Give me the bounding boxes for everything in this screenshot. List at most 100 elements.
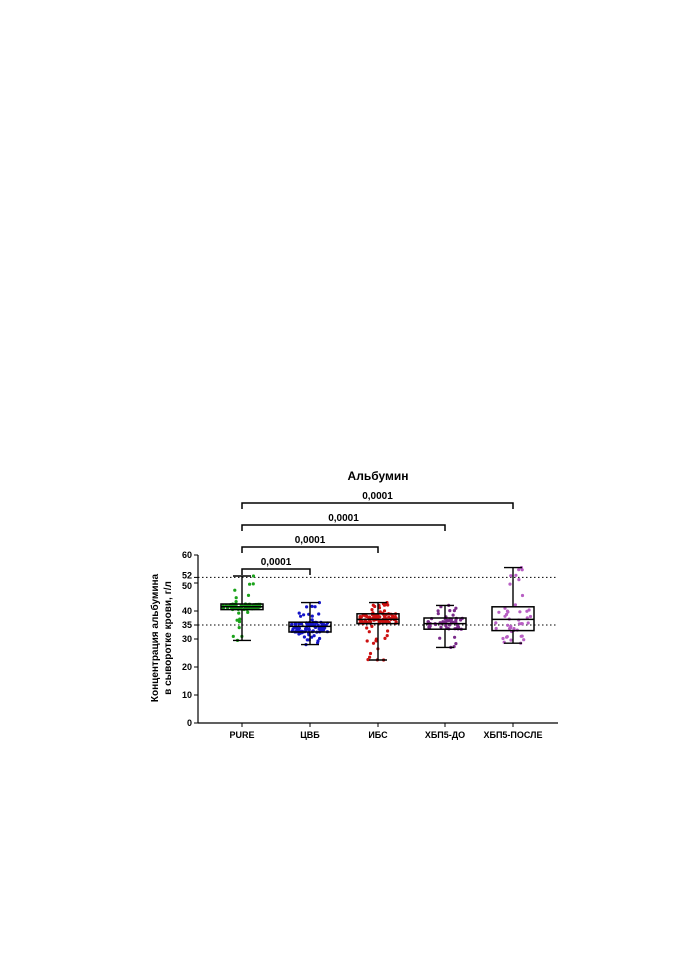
data-point-1-84	[310, 614, 314, 618]
data-point-4-32	[526, 621, 530, 625]
data-point-2-82	[368, 620, 373, 624]
data-point-1-59	[307, 627, 311, 631]
data-point-2-40	[368, 655, 372, 659]
y-axis-label: Концентрация альбумина в сыворотке крови…	[149, 573, 174, 702]
data-point-4-27	[520, 634, 524, 638]
data-point-2-83	[386, 629, 390, 633]
data-point-3-4	[451, 613, 455, 617]
data-point-1-17	[310, 604, 314, 609]
data-point-2-106	[392, 615, 396, 619]
significance-bracket-0	[241, 568, 311, 575]
p-value-label-0: 0,0001	[261, 557, 292, 568]
p-value-label-1: 0,0001	[295, 535, 326, 546]
data-point-2-90	[385, 634, 389, 638]
y-tick-label-52: 52	[182, 570, 192, 580]
data-point-2-61	[378, 610, 382, 614]
data-point-4-33	[505, 609, 510, 613]
data-point-0-59	[234, 596, 238, 600]
data-point-1-61	[316, 641, 320, 645]
data-point-4-43	[494, 621, 498, 625]
significance-bracket-2	[241, 524, 446, 531]
data-point-1-93	[322, 628, 326, 632]
data-point-4-40	[514, 573, 518, 577]
data-point-0-54	[231, 634, 235, 639]
data-point-4-12	[520, 568, 524, 572]
data-point-0-75	[251, 582, 255, 586]
data-point-2-96	[371, 641, 376, 645]
data-point-4-8	[518, 610, 522, 614]
data-point-2-26	[382, 609, 387, 613]
y-axis-label-line2: в сыворотке крови, г/л	[163, 581, 174, 695]
data-point-1-27	[297, 626, 301, 630]
y-tick-label-0: 0	[187, 718, 192, 728]
x-tick-label-1: ЦВБ	[300, 730, 320, 740]
p-value-label-3: 0,0001	[362, 491, 393, 502]
data-point-4-24	[509, 574, 513, 578]
data-point-2-105	[367, 630, 371, 634]
data-point-4-25	[509, 624, 513, 629]
y-tick-label-40: 40	[182, 606, 192, 616]
data-point-2-39	[370, 608, 374, 612]
data-point-0-77	[246, 593, 251, 598]
data-point-4-35	[517, 568, 521, 572]
data-point-4-10	[506, 623, 510, 627]
data-point-0-79	[246, 610, 250, 615]
data-point-1-35	[318, 636, 322, 641]
data-point-3-51	[448, 609, 452, 613]
data-point-2-109	[374, 639, 378, 643]
y-tick-label-35: 35	[182, 620, 192, 630]
data-point-4-22	[508, 582, 512, 586]
data-point-2-97	[386, 603, 390, 607]
x-tick-label-3: ХБП5-ДО	[425, 730, 465, 740]
data-point-2-100	[382, 619, 386, 624]
data-point-4-31	[512, 627, 516, 631]
data-point-3-8	[452, 609, 456, 613]
y-tick-label-10: 10	[182, 690, 192, 700]
data-point-0-53	[237, 620, 242, 624]
data-point-3-24	[454, 642, 458, 646]
data-point-4-41	[509, 638, 513, 642]
data-point-3-49	[459, 618, 463, 622]
data-point-1-18	[313, 605, 317, 609]
data-point-1-91	[294, 622, 298, 626]
significance-bracket-1	[241, 546, 379, 553]
data-point-2-17	[373, 604, 377, 609]
data-point-2-101	[383, 614, 387, 618]
data-point-2-63	[365, 639, 369, 643]
data-point-3-40	[436, 609, 440, 613]
data-point-1-81	[317, 612, 321, 616]
data-point-2-78	[366, 658, 370, 662]
data-point-4-42	[517, 578, 521, 582]
data-point-1-31	[310, 635, 314, 639]
data-point-1-46	[305, 605, 309, 609]
p-value-label-2: 0,0001	[328, 513, 359, 524]
data-point-3-35	[449, 618, 453, 622]
data-point-4-28	[520, 593, 525, 598]
y-tick-label-20: 20	[182, 662, 192, 672]
data-point-3-42	[444, 623, 448, 628]
data-point-1-47	[299, 614, 303, 618]
data-point-1-69	[302, 635, 306, 639]
data-point-0-73	[237, 626, 241, 630]
data-point-1-64	[302, 613, 306, 617]
data-point-1-77	[297, 632, 301, 636]
data-point-4-38	[497, 610, 501, 614]
data-point-1-83	[319, 627, 323, 631]
data-point-4-30	[522, 638, 526, 642]
x-tick-label-0: PURE	[229, 730, 254, 740]
data-point-1-58	[310, 618, 314, 622]
data-point-0-32	[233, 588, 237, 592]
data-point-4-4	[501, 636, 505, 641]
data-point-1-40	[290, 622, 294, 627]
data-point-4-26	[527, 608, 531, 612]
significance-bracket-3	[241, 502, 514, 509]
data-point-2-102	[383, 636, 387, 641]
y-axis-label-line1: Концентрация альбумина	[149, 573, 161, 702]
data-point-2-65	[365, 626, 369, 630]
y-tick-label-30: 30	[182, 634, 192, 644]
data-point-4-36	[494, 626, 498, 631]
data-point-0-35	[234, 600, 238, 604]
data-point-2-36	[370, 624, 374, 629]
